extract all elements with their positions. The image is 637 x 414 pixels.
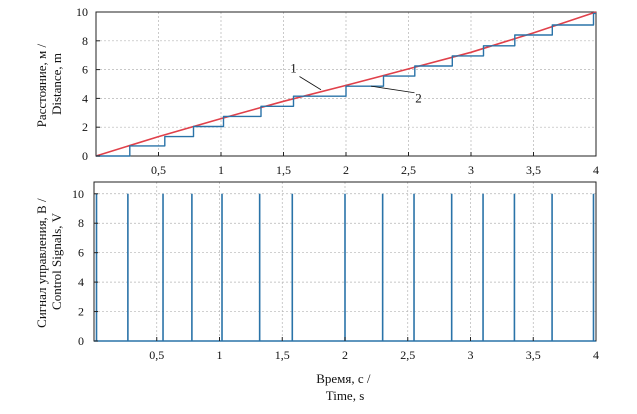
distance-chart-series [95, 11, 597, 157]
bot-x-tick-label: 3,5 [526, 348, 541, 362]
top-x-tick-label: 4 [593, 163, 599, 177]
distance-chart-ticks: 0,5 1 1,5 2 2,5 3 3,5 4 0 2 4 6 8 10 [76, 5, 599, 177]
annotation-leader-line [299, 76, 322, 91]
top-y-tick-label: 4 [82, 91, 88, 105]
bot-y-tick-label: 0 [78, 334, 84, 348]
top-y-tick-label: 8 [82, 34, 88, 48]
top-y-tick-label: 2 [82, 120, 88, 134]
control-signal-chart: 0,5 1 1,5 2 2,5 3 3,5 4 0 2 4 6 8 10 Сигнал управлени… [34, 181, 599, 403]
top-y-tick-label: 10 [76, 5, 88, 19]
top-y-tick-label: 0 [82, 149, 88, 163]
bot-y-tick-label: 10 [72, 187, 84, 201]
control-signal-chart-series [94, 193, 596, 342]
time-x-axis-label: Время, с / Time, s [316, 371, 374, 403]
top-y-tick-label: 6 [82, 63, 88, 77]
top-x-tick-label: 3 [468, 163, 474, 177]
annotation-label-1: 1 [290, 60, 297, 75]
control-signal-y-axis-label: Сигнал управления, В / Control Signals, … [34, 195, 64, 328]
control-signal-y-axis-label-line-2: Control Signals, V [49, 212, 64, 310]
top-x-tick-label: 2,5 [401, 163, 416, 177]
annotation-leader-line [370, 85, 415, 94]
bot-x-tick-label: 3 [468, 348, 474, 362]
distance-chart-annotations: 12 [290, 60, 422, 105]
bot-x-tick-label: 2 [342, 348, 348, 362]
bot-x-tick-label: 1 [217, 348, 223, 362]
top-x-tick-label: 0,5 [151, 163, 166, 177]
top-x-tick-label: 1,5 [276, 163, 291, 177]
time-x-axis-label-line-2: Time, s [326, 388, 365, 403]
top-x-tick-label: 3,5 [526, 163, 541, 177]
bot-y-tick-label: 6 [78, 246, 84, 260]
bot-x-tick-label: 1,5 [275, 348, 290, 362]
bot-y-tick-label: 4 [78, 275, 84, 289]
annotation-label-2: 2 [415, 91, 422, 106]
control-signal-y-axis-label-line-1: Сигнал управления, В / [34, 198, 49, 328]
time-x-axis-label-line-1: Время, с / [316, 371, 371, 386]
bot-x-tick-label: 2,5 [400, 348, 415, 362]
distance-y-axis-label-line-2: Distance, m [49, 53, 64, 115]
bot-y-tick-label: 8 [78, 216, 84, 230]
series-2-step-line [96, 12, 596, 157]
distance-y-axis-label: Расстояние, м / Distance, m [34, 41, 64, 128]
bot-y-tick-label: 2 [78, 305, 84, 319]
series-1-line [95, 11, 597, 157]
distance-y-axis-label-line-1: Расстояние, м / [34, 43, 49, 127]
top-x-tick-label: 1 [218, 163, 224, 177]
bot-x-tick-label: 4 [593, 348, 599, 362]
bot-x-tick-label: 0,5 [149, 348, 164, 362]
control-signal-chart-ticks: 0,5 1 1,5 2 2,5 3 3,5 4 0 2 4 6 8 10 [72, 187, 599, 362]
top-x-tick-label: 2 [343, 163, 349, 177]
distance-chart-grid [96, 12, 596, 156]
